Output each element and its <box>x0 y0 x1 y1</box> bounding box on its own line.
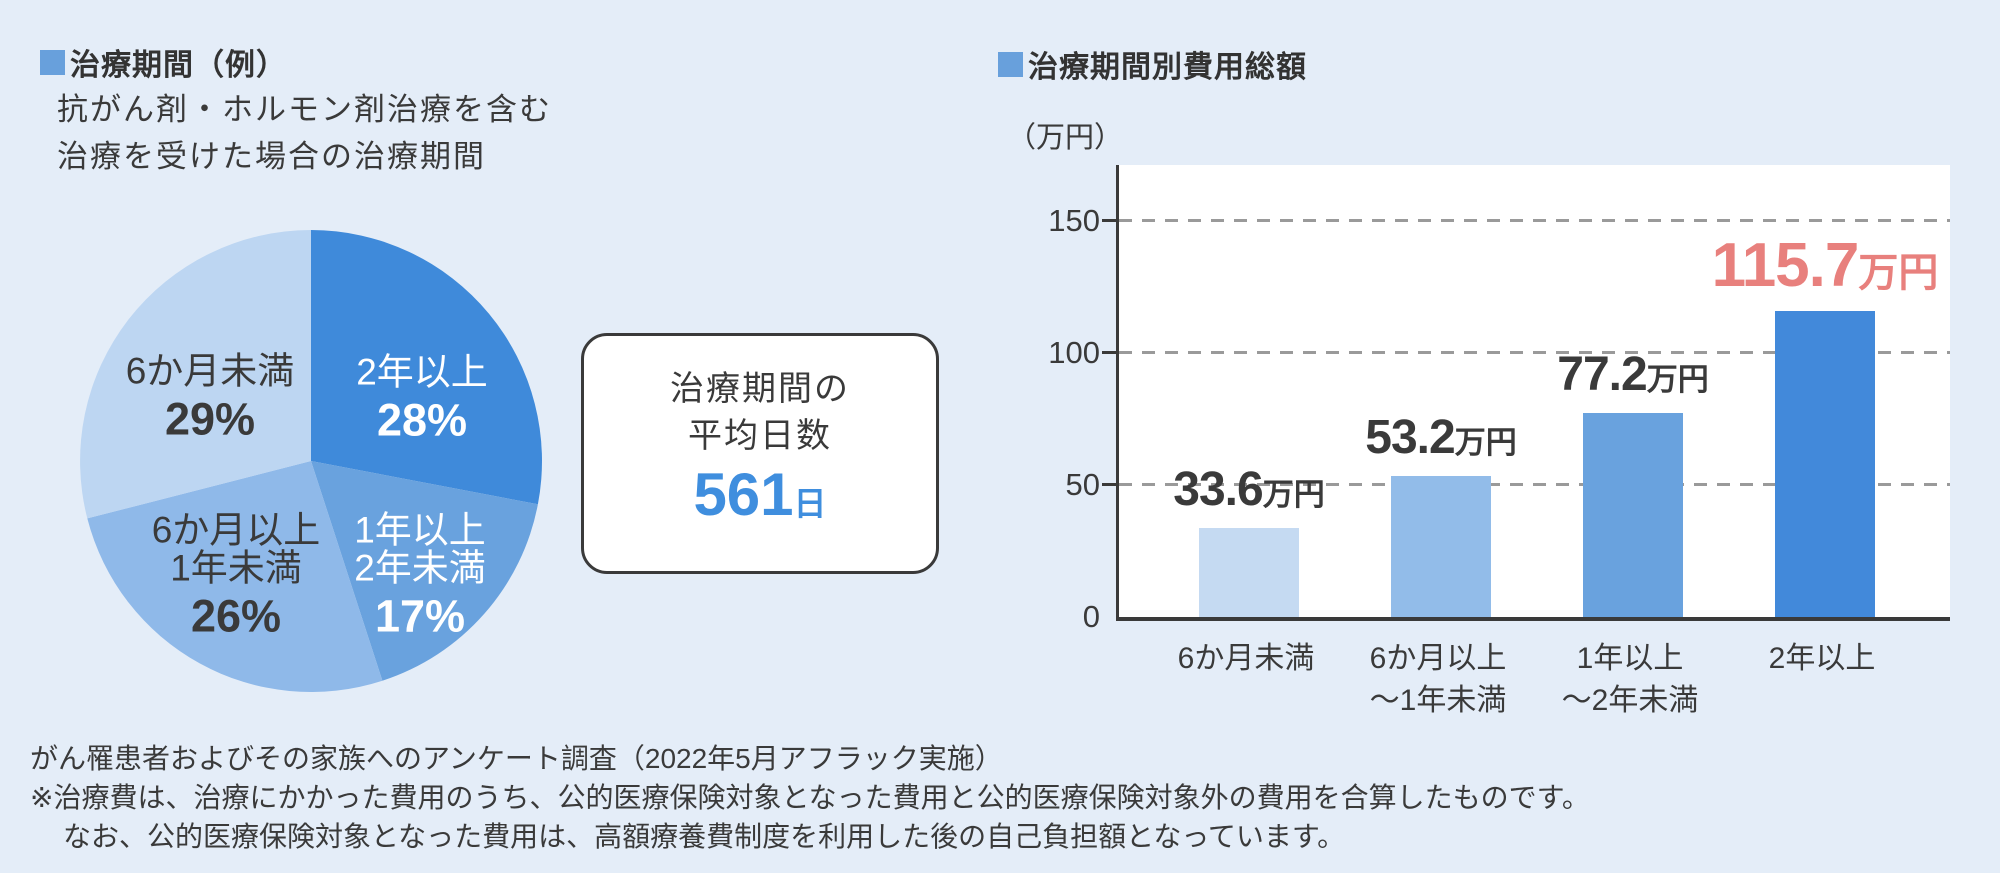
bar-value-label-6か月未満: 33.6万円 <box>1173 466 1324 514</box>
average-days-value: 561日 <box>693 460 827 542</box>
bar-value-unit: 万円 <box>1858 251 1939 296</box>
pie-slice-percent: 17% <box>375 591 465 642</box>
svg-text:6か月以上: 6か月以上 <box>152 510 321 551</box>
bar-value-unit: 万円 <box>1646 361 1709 397</box>
footer-note-line: がん罹患者およびその家族へのアンケート調査（2022年5月アフラック実施） <box>30 743 1003 774</box>
pie-slice-1年以上2年未満 <box>311 461 538 681</box>
svg-text:2年以上: 2年以上 <box>356 352 488 393</box>
y-tick-mark-100 <box>1102 351 1116 355</box>
x-axis-category-label-6か月未満: 6か月未満 <box>1177 642 1315 675</box>
blue-square-bullet-icon <box>998 51 1023 77</box>
section-title-cost-by-period: 治療期間別費用総額 <box>998 42 1307 86</box>
blue-square-bullet-icon <box>40 49 65 75</box>
bar-6か月以上～1年未満 <box>1391 476 1491 617</box>
bar-value-number: 77.2 <box>1557 347 1647 401</box>
footer-note-line: なお、公的医療保険対象となった費用は、高額療養費制度を利用した後の自己負担額とな… <box>63 821 1346 852</box>
svg-text:1年以上: 1年以上 <box>354 510 486 551</box>
bar-value-unit: 万円 <box>1262 477 1325 513</box>
pie-subtitle-line2: 治療を受けた場合の治療期間 <box>57 139 486 174</box>
average-box-line2: 平均日数 <box>688 416 832 455</box>
footer-note-line: ※治療費は、治療にかかった費用のうち、公的医療保険対象となった費用と公的医療保険… <box>30 782 1590 813</box>
bar-value-unit: 万円 <box>1454 425 1517 461</box>
bar-chart-plot-area: 33.6万円 53.2万円 77.2万円 115.7万円 <box>1102 165 1950 621</box>
y-tick-mark-50 <box>1102 483 1116 487</box>
gridline-50 <box>1119 483 1950 487</box>
pie-slice-2年以上 <box>311 230 542 505</box>
y-tick-mark-150 <box>1102 219 1116 222</box>
bar-2年以上 <box>1775 311 1875 617</box>
y-axis-label-100: 100 <box>1048 334 1100 370</box>
svg-text:6か月未満: 6か月未満 <box>126 351 295 392</box>
pie-slice-percent: 29% <box>165 394 255 445</box>
pie-subtitle-line1: 抗がん剤・ホルモン剤治療を含む <box>57 92 552 127</box>
bar-value-label-6か月以上～1年未満: 53.2万円 <box>1365 414 1516 462</box>
average-days-unit: 日 <box>793 484 827 522</box>
pie-subtitle: 抗がん剤・ホルモン剤治療を含む 治療を受けた場合の治療期間 <box>57 86 552 180</box>
average-days-box: 治療期間の 平均日数 561日 <box>581 333 939 574</box>
x-axis-category-label-2年以上: 2年以上 <box>1768 642 1876 675</box>
svg-text:1年未満: 1年未満 <box>170 548 302 589</box>
gridline-150 <box>1119 219 1950 222</box>
y-axis-label-50: 50 <box>1065 466 1100 502</box>
x-axis-category-label-6か月以上～1年未満: 6か月以上 ～1年未満 <box>1369 642 1507 717</box>
average-box-line1: 治療期間の <box>670 369 850 408</box>
section-title-text: 治療期間（例） <box>70 49 287 82</box>
y-axis-unit-label: （万円） <box>1007 122 1124 154</box>
pie-slice-percent: 26% <box>191 591 281 642</box>
pie-slice-percent: 28% <box>377 395 467 446</box>
y-axis-label-150: 150 <box>1048 202 1100 238</box>
section-title-treatment-period: 治療期間（例） <box>40 40 287 84</box>
gridline-100 <box>1119 351 1950 355</box>
bar-value-number: 53.2 <box>1365 411 1455 465</box>
x-axis-category-label-1年以上～2年未満: 1年以上 ～2年未満 <box>1561 642 1699 717</box>
pie-slice-6か月以上1年未満 <box>87 461 383 692</box>
bar-value-label-1年以上～2年未満: 77.2万円 <box>1557 347 1709 401</box>
bar-value-number: 115.7 <box>1711 231 1860 301</box>
y-axis-label-0: 0 <box>1082 599 1100 634</box>
bar-value-number: 33.6 <box>1173 463 1263 517</box>
bar-value-label-2年以上: 115.7万円 <box>1712 235 1939 297</box>
footer-notes: がん罹患者およびその家族へのアンケート調査（2022年5月アフラック実施） ※治… <box>30 739 1590 856</box>
svg-text:2年未満: 2年未満 <box>354 548 486 589</box>
pie-slice-6か月未満 <box>80 230 311 519</box>
average-days-number: 561 <box>693 460 794 528</box>
bar-6か月未満 <box>1199 528 1299 617</box>
bar-1年以上～2年未満 <box>1583 412 1683 617</box>
section-title-text: 治療期間別費用総額 <box>1028 51 1307 84</box>
